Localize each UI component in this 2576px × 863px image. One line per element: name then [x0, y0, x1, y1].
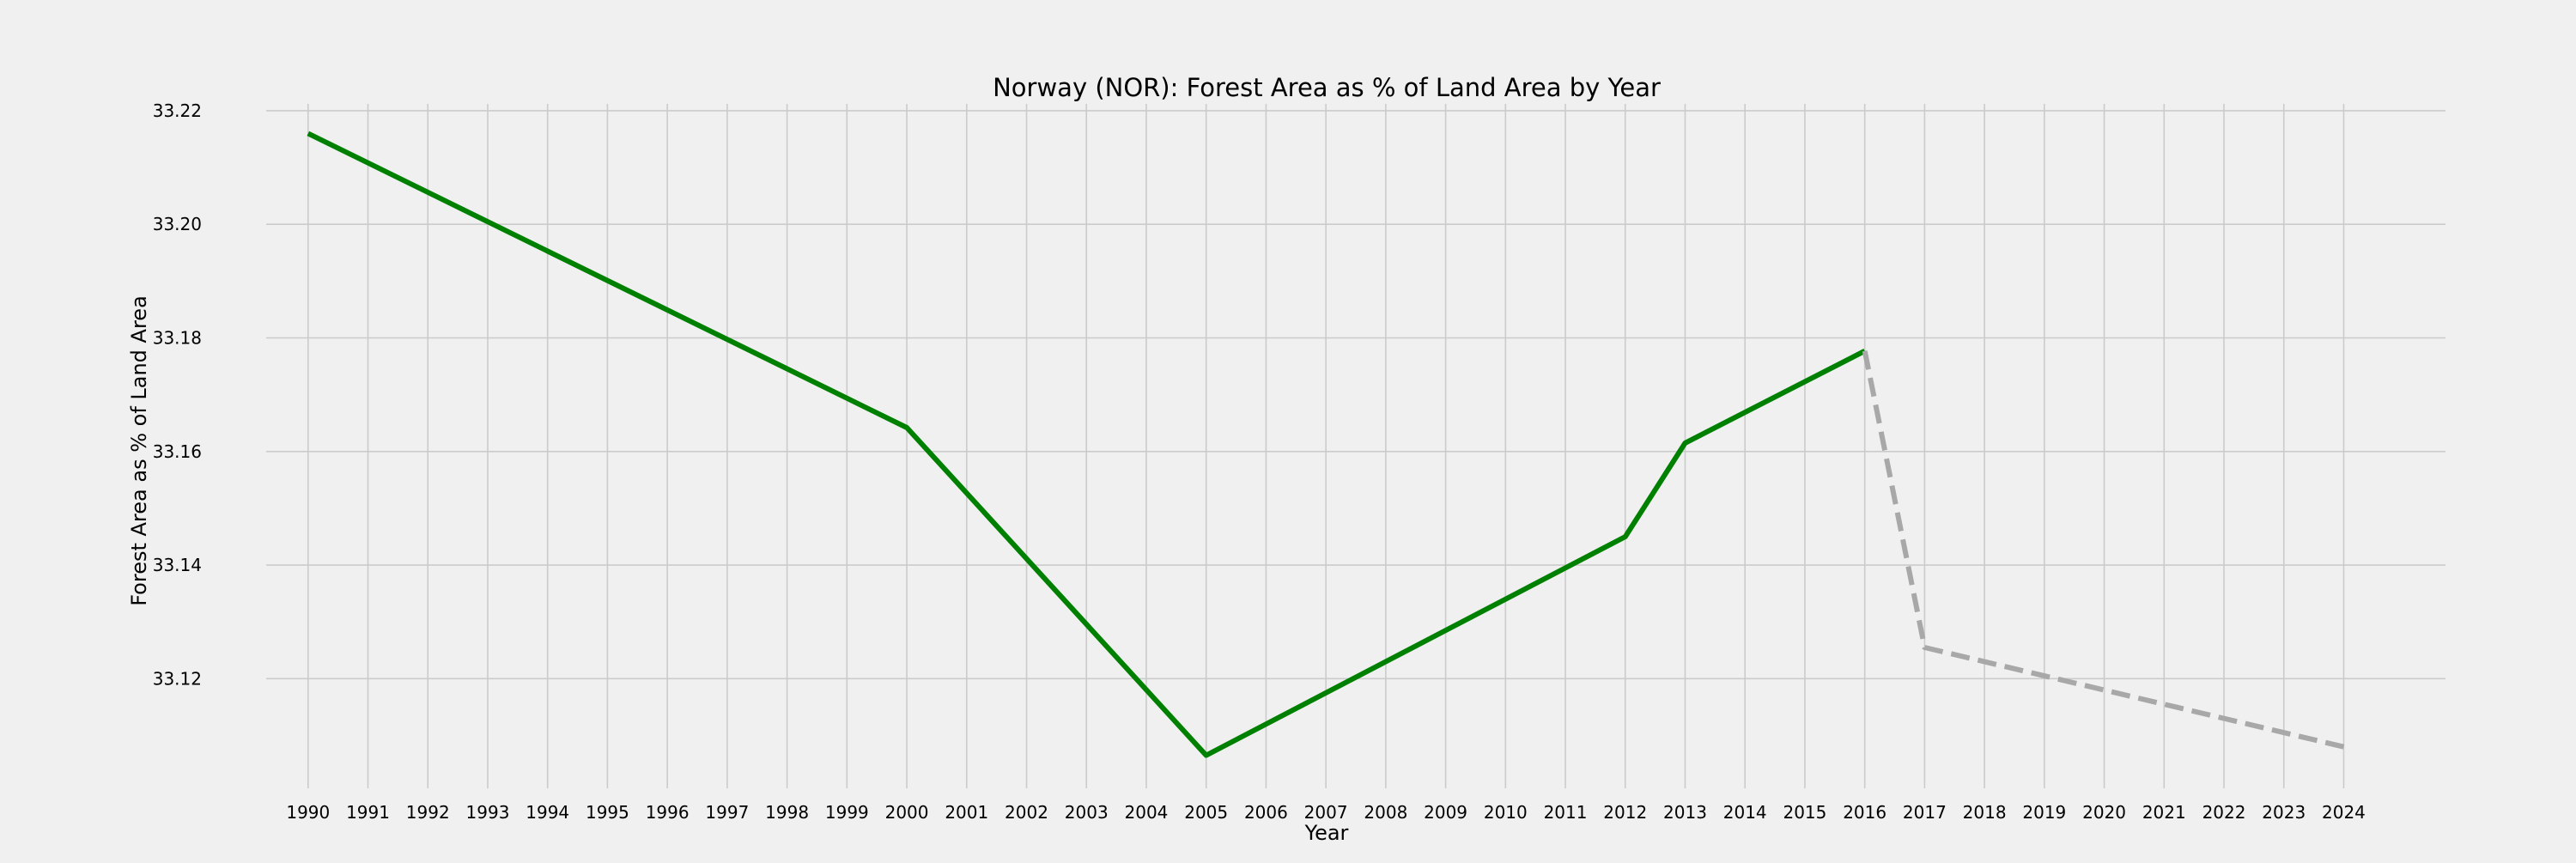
x-tick-label: 2000 — [885, 802, 929, 823]
y-tick-label: 33.16 — [153, 441, 202, 462]
x-tick-label: 1995 — [586, 802, 629, 823]
y-tick-label: 33.20 — [153, 214, 202, 234]
x-tick-label: 2002 — [1005, 802, 1048, 823]
x-tick-label: 2004 — [1125, 802, 1169, 823]
x-tick-label: 1990 — [286, 802, 330, 823]
y-axis-ticks: 33.12 33.14 33.16 33.18 33.20 33.22 — [153, 100, 202, 689]
x-tick-label: 2017 — [1903, 802, 1947, 823]
x-tick-label: 2023 — [2262, 802, 2306, 823]
x-tick-label: 2022 — [2202, 802, 2246, 823]
dashed-series-line — [1862, 350, 2345, 750]
x-tick-label: 2010 — [1484, 802, 1528, 823]
x-tick-label: 1999 — [825, 802, 869, 823]
x-tick-label: 2008 — [1364, 802, 1407, 823]
x-tick-label: 1997 — [705, 802, 749, 823]
solid-series-line — [307, 131, 1867, 758]
y-tick-label: 33.18 — [153, 328, 202, 349]
x-tick-label: 2014 — [1723, 802, 1767, 823]
x-tick-label: 2011 — [1544, 802, 1588, 823]
x-tick-label: 1992 — [406, 802, 450, 823]
x-tick-label: 2001 — [945, 802, 988, 823]
x-tick-label: 1994 — [526, 802, 569, 823]
x-tick-label: 2003 — [1065, 802, 1109, 823]
x-tick-label: 2012 — [1603, 802, 1647, 823]
y-tick-label: 33.22 — [153, 100, 202, 121]
x-tick-label: 2016 — [1843, 802, 1886, 823]
x-axis-ticks: 1990 1991 1992 1993 1994 1995 1996 1997 1998 1999… — [286, 802, 2366, 823]
x-tick-label: 2013 — [1663, 802, 1707, 823]
x-tick-label: 2005 — [1184, 802, 1228, 823]
series-layer — [307, 131, 2345, 758]
x-tick-label: 2021 — [2142, 802, 2186, 823]
x-tick-label: 2018 — [1963, 802, 2007, 823]
x-tick-label: 1991 — [346, 802, 390, 823]
x-tick-label: 1996 — [646, 802, 690, 823]
x-tick-label: 2024 — [2322, 802, 2366, 823]
x-axis-title: Year — [1304, 821, 1349, 845]
grid — [266, 104, 2445, 788]
x-tick-label: 1998 — [765, 802, 809, 823]
x-tick-label: 2015 — [1783, 802, 1826, 823]
x-tick-label: 2020 — [2082, 802, 2126, 823]
x-tick-label: 2006 — [1244, 802, 1288, 823]
chart-title: Norway (NOR): Forest Area as % of Land A… — [993, 73, 1661, 102]
y-tick-label: 33.14 — [153, 555, 202, 575]
x-tick-label: 1993 — [466, 802, 510, 823]
y-axis-title: Forest Area as % of Land Area — [127, 295, 151, 606]
y-tick-label: 33.12 — [153, 668, 202, 689]
x-tick-label: 2019 — [2022, 802, 2066, 823]
x-tick-label: 2007 — [1304, 802, 1348, 823]
x-tick-label: 2009 — [1424, 802, 1467, 823]
